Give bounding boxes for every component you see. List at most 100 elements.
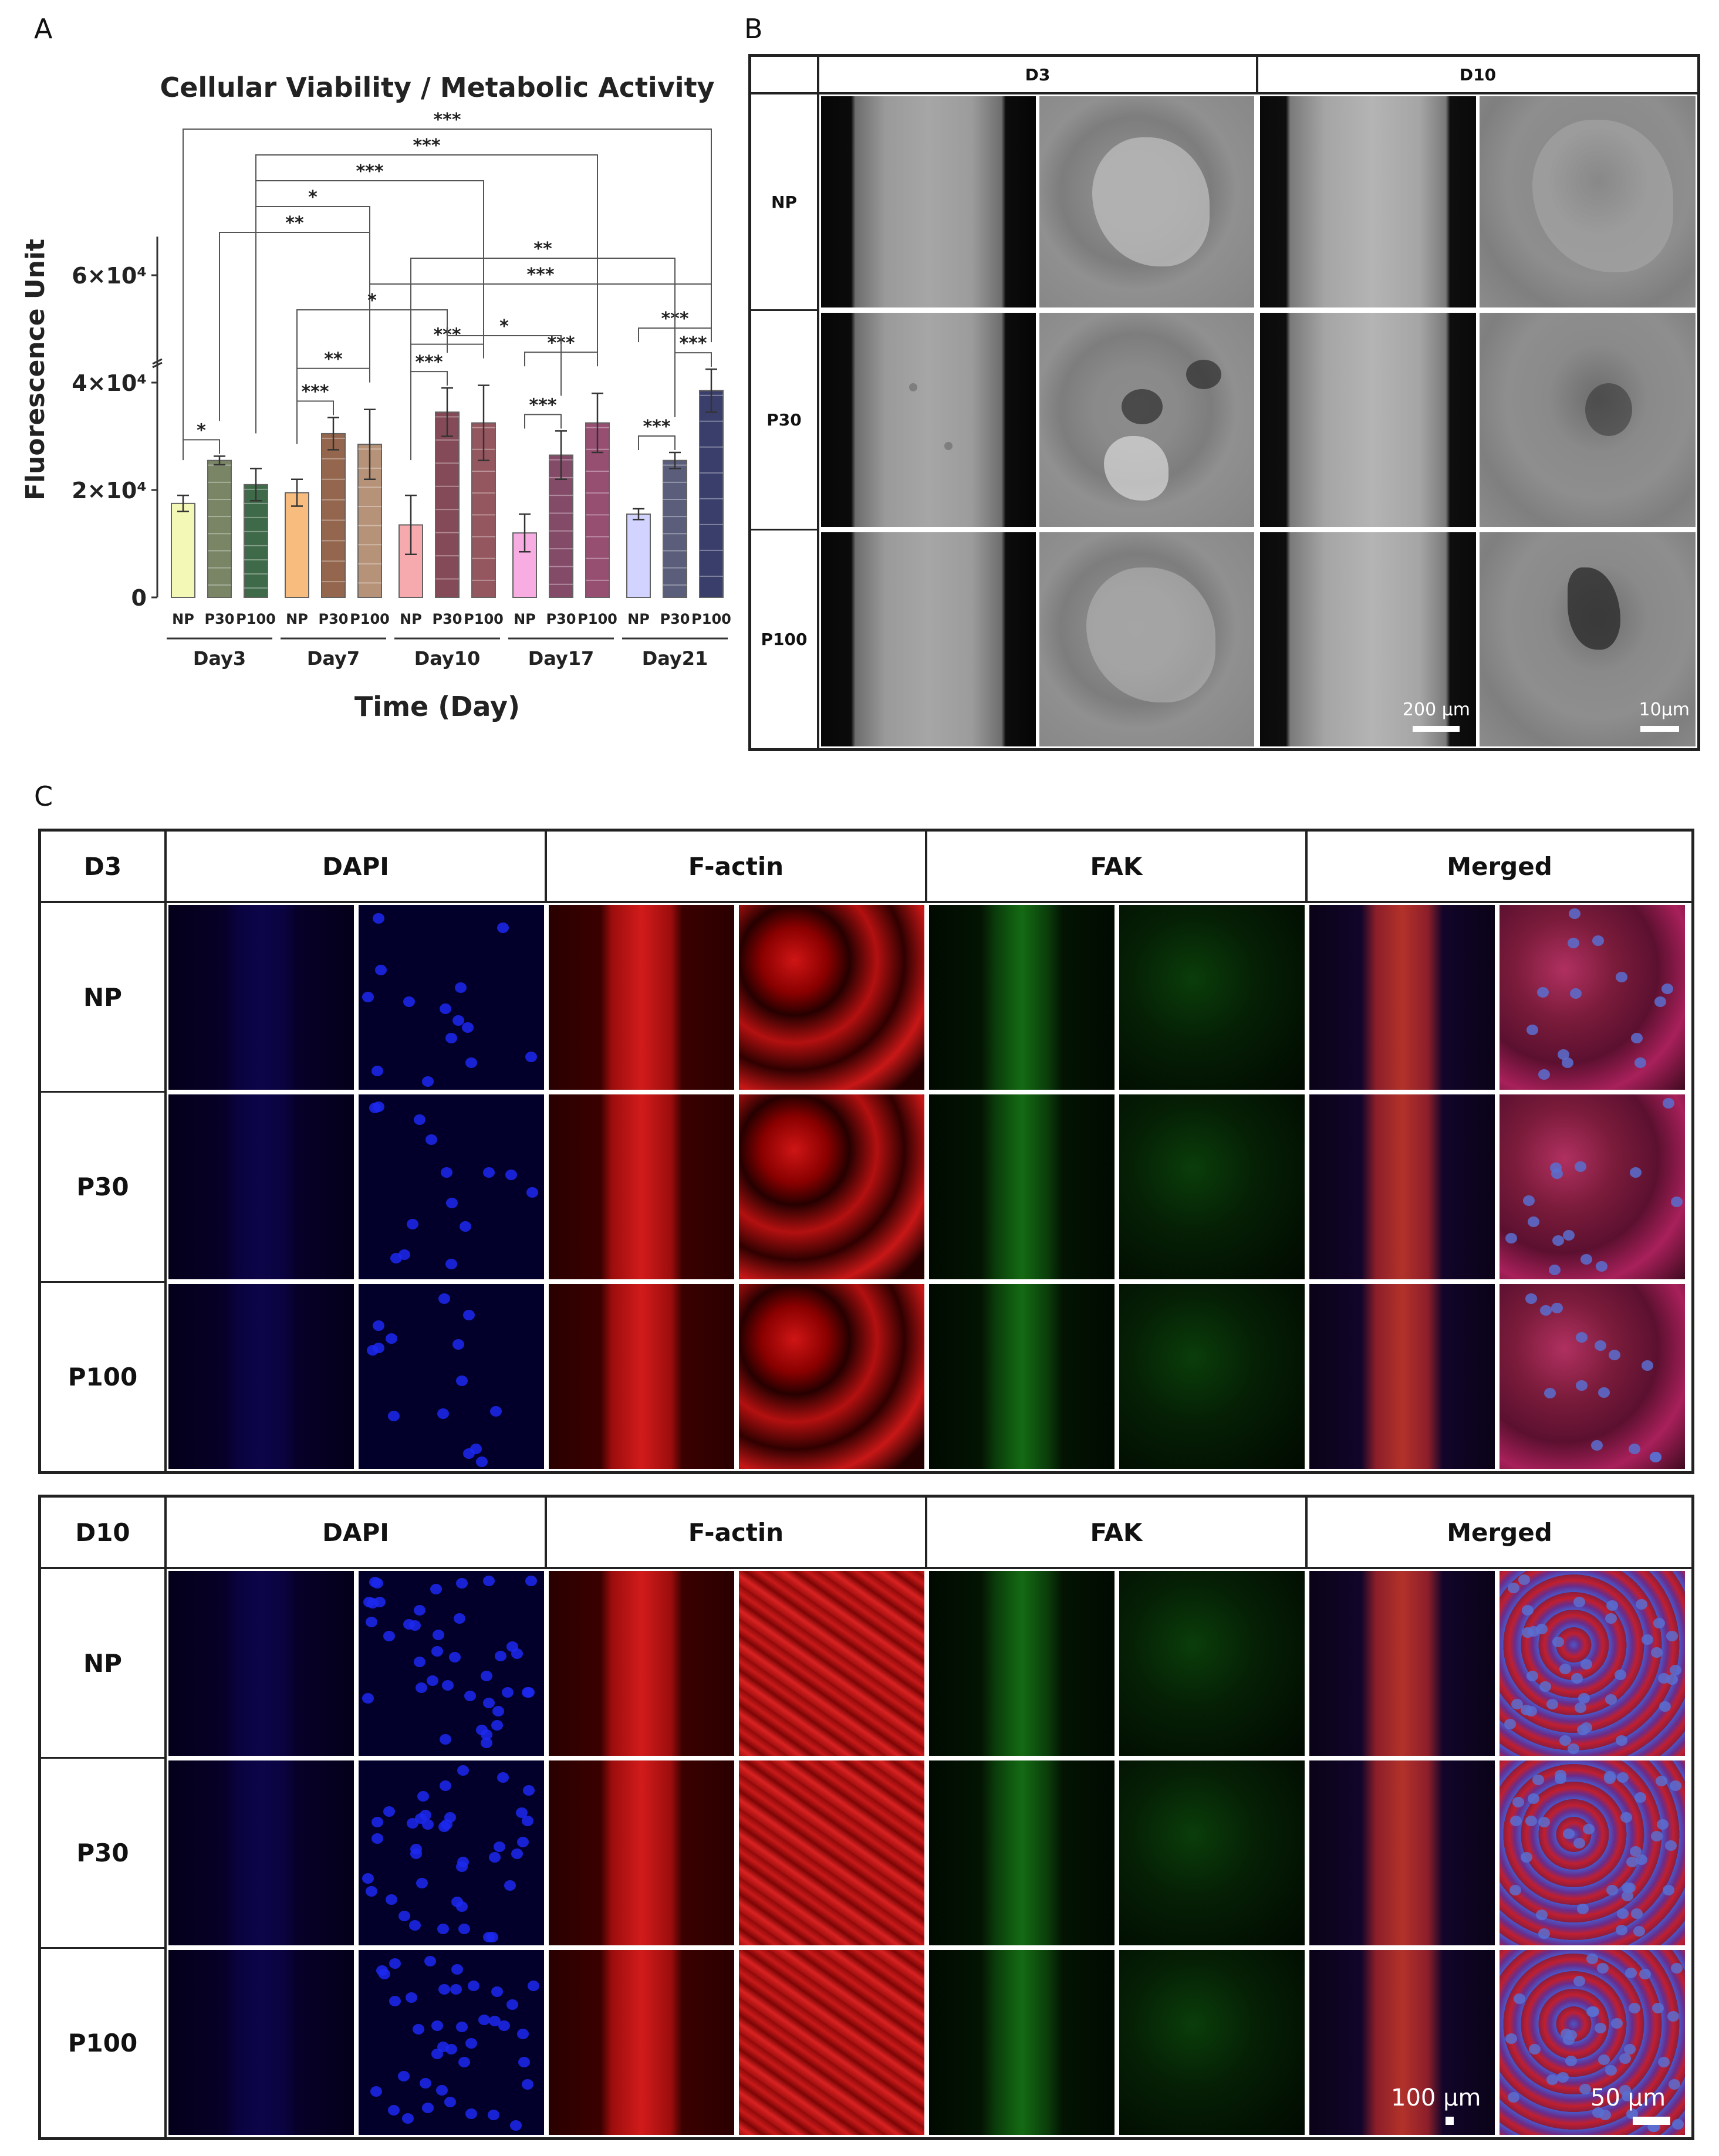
nucleus (390, 1253, 402, 1263)
nucleus (1505, 1233, 1517, 1243)
nucleus (1625, 1968, 1637, 1978)
nucleus (431, 2049, 443, 2059)
nucleus (517, 2029, 529, 2039)
nucleus (454, 1613, 465, 1624)
d10-merged-r2-wide (1308, 1948, 1497, 2137)
nucleus (1592, 935, 1604, 946)
d3-corner-label: D3 (83, 851, 122, 881)
nucleus (372, 1066, 383, 1076)
nucleus (1537, 987, 1549, 998)
nucleus (362, 1873, 374, 1884)
nucleus (506, 1999, 518, 2010)
nucleus (367, 1345, 379, 1356)
nucleus (370, 2086, 382, 2097)
d3-green-r2-wide (927, 1282, 1116, 1471)
nucleus (497, 922, 509, 933)
sig-bracket (183, 439, 220, 454)
d10-row-p30: P30 (76, 1839, 129, 1867)
nucleus (362, 992, 374, 1002)
chart-axes (151, 236, 728, 640)
nucleus (420, 1810, 431, 1820)
nucleus (450, 1984, 462, 1995)
sig-label: *** (413, 136, 440, 156)
nucleus (1510, 1816, 1522, 1826)
nucleus (1605, 2065, 1617, 2076)
sem-np-d3-wide (819, 94, 1038, 309)
nucleus (437, 1408, 449, 1419)
bar-p100-day21 (699, 390, 724, 598)
nucleus (416, 1878, 428, 1888)
d3-image-grid (167, 903, 1691, 1471)
nucleus (388, 2105, 400, 2116)
nucleus (522, 1687, 533, 1698)
nucleus (1514, 1993, 1525, 2004)
nucleus (369, 1577, 381, 1587)
sem-np-d3-close (1038, 94, 1256, 309)
nucleus (1518, 1574, 1530, 1585)
nucleus (1576, 1332, 1588, 1343)
nucleus (1529, 2044, 1541, 2054)
sig-bracket (410, 258, 676, 461)
nucleus (422, 2103, 434, 2113)
nucleus (458, 1924, 470, 1934)
d3-red-r2-close (737, 1282, 926, 1471)
d10-red-r0-wide (547, 1569, 736, 1758)
nucleus (366, 1886, 377, 1897)
nucleus (1651, 1647, 1663, 1658)
nucleus (1653, 1618, 1665, 1628)
sig-label: *** (301, 381, 329, 402)
nucleus (1671, 1963, 1683, 1973)
nucleus (463, 1310, 475, 1320)
sig-bracket (296, 309, 448, 444)
nucleus (523, 1785, 535, 1796)
nucleus (525, 1052, 537, 1062)
nucleus (517, 1837, 529, 1847)
nucleus (1606, 1885, 1618, 1895)
d10-merged-r0-wide (1308, 1569, 1497, 1758)
d3-col-dapi: DAPI (322, 851, 389, 881)
nucleus (1504, 1719, 1516, 1729)
group-label: Day17 (528, 647, 595, 670)
nucleus (433, 1630, 444, 1640)
nucleus (1629, 1444, 1640, 1454)
nucleus (497, 1772, 509, 1783)
nucleus (1538, 1928, 1550, 1939)
nucleus (1591, 1440, 1603, 1451)
scale-label-200um: 200 µm (1402, 699, 1470, 720)
nucleus (1525, 1816, 1537, 1826)
d3-row-p100: P100 (67, 1363, 138, 1391)
nucleus (1631, 1908, 1643, 1919)
d10-green-r1-close (1117, 1759, 1306, 1947)
d10-blue-r2-close (357, 1948, 546, 2137)
d10-merged-r0-close (1498, 1569, 1687, 1758)
d10-merged-r1-close (1498, 1759, 1687, 1947)
bar-np-day3 (171, 502, 195, 598)
sig-bracket (638, 435, 676, 450)
nucleus (488, 2110, 499, 2120)
d3-red-r2-wide (547, 1282, 736, 1471)
d10-blue-r0-close (357, 1569, 546, 1758)
nucleus (398, 2071, 410, 2081)
sig-label: ** (285, 213, 304, 234)
nucleus (424, 1956, 436, 1966)
nucleus (494, 1841, 505, 1852)
nucleus (1622, 1891, 1633, 1901)
nucleus (505, 1170, 517, 1180)
nucleus (1658, 2057, 1670, 2067)
nucleus (456, 1901, 468, 1912)
nucleus (465, 2108, 477, 2119)
nucleus (1563, 2035, 1575, 2045)
nucleus (1578, 1693, 1590, 1704)
d3-blue-r1-wide (167, 1093, 356, 1281)
nucleus (445, 1033, 457, 1043)
x-tick-label: P30 (546, 611, 576, 627)
panel-a-label: A (34, 13, 53, 45)
viability-bar-chart: Cellular Viability / Metabolic Activity … (21, 72, 731, 722)
nucleus (1609, 1350, 1620, 1360)
nucleus (1573, 1597, 1585, 1607)
group-label: Day3 (193, 647, 246, 670)
sig-label: *** (526, 265, 554, 285)
d3-blue-r1-close (357, 1093, 546, 1281)
d3-col-merged: Merged (1447, 851, 1552, 881)
sig-label: *** (356, 161, 383, 182)
